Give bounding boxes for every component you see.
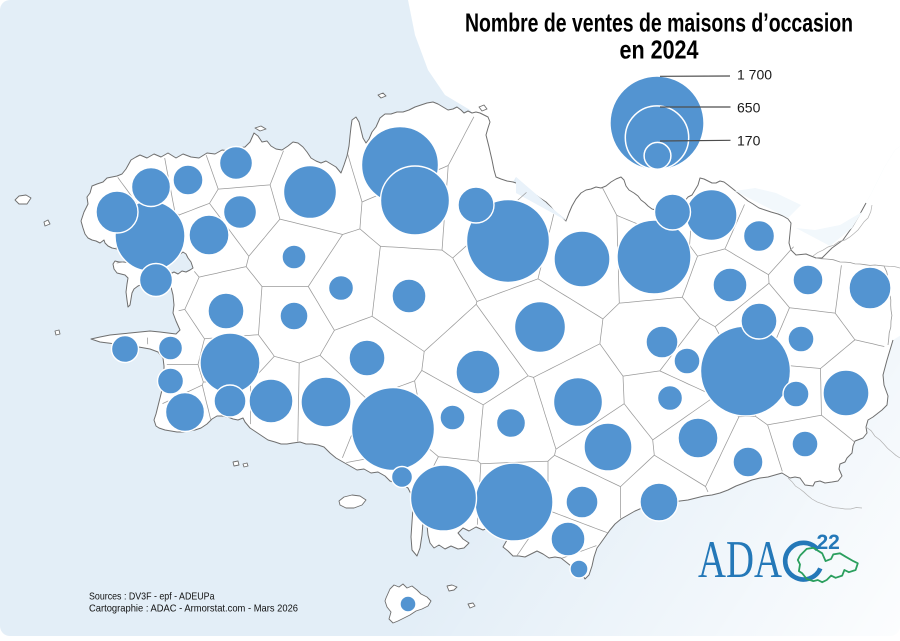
svg-text:Nombre de ventes de maisons d’: Nombre de ventes de maisons d’occasion	[465, 8, 853, 38]
svg-text:1 700: 1 700	[737, 67, 772, 83]
svg-text:Sources : DV3F - epf - ADEUPa: Sources : DV3F - epf - ADEUPa	[89, 591, 215, 603]
svg-text:ADA: ADA	[698, 531, 782, 589]
svg-text:en 2024: en 2024	[620, 35, 699, 65]
svg-text:650: 650	[737, 100, 761, 116]
svg-text:Cartographie : ADAC - Armorsta: Cartographie : ADAC - Armorstat.com - Ma…	[89, 603, 298, 615]
svg-text:22: 22	[817, 531, 840, 554]
svg-text:170: 170	[737, 133, 761, 149]
